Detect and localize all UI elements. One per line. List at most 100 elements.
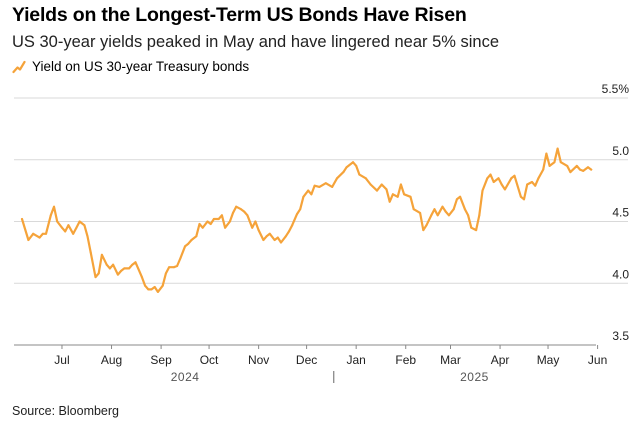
data-point bbox=[49, 214, 52, 217]
data-point bbox=[503, 188, 506, 191]
source-note: Source: Bloomberg bbox=[12, 404, 120, 418]
data-point bbox=[463, 208, 466, 211]
data-point bbox=[486, 177, 489, 180]
y-tick-label: 4.0 bbox=[612, 267, 629, 281]
data-point bbox=[542, 168, 545, 171]
data-point bbox=[531, 181, 533, 183]
data-point bbox=[526, 183, 529, 186]
data-point bbox=[510, 177, 513, 180]
data-point bbox=[235, 205, 238, 208]
data-point bbox=[184, 245, 187, 248]
data-point bbox=[459, 195, 462, 198]
data-point bbox=[217, 218, 220, 220]
data-point bbox=[470, 226, 473, 229]
data-point bbox=[38, 236, 41, 239]
x-tick-label: Apr bbox=[491, 353, 510, 367]
data-point bbox=[156, 290, 159, 293]
data-point bbox=[452, 208, 455, 211]
data-point bbox=[345, 166, 348, 169]
data-point bbox=[144, 284, 147, 287]
data-point bbox=[559, 161, 562, 164]
data-point bbox=[72, 232, 75, 235]
data-point bbox=[575, 164, 578, 167]
data-point bbox=[425, 224, 428, 227]
data-point bbox=[489, 173, 492, 176]
data-point bbox=[467, 214, 470, 217]
data-point bbox=[257, 229, 260, 232]
data-point bbox=[116, 273, 119, 276]
data-point bbox=[27, 239, 30, 241]
data-point bbox=[478, 214, 481, 217]
data-point bbox=[412, 208, 415, 211]
data-point bbox=[201, 226, 204, 229]
data-point bbox=[220, 214, 223, 217]
x-axis: Jul Aug Sep Oct Nov Dec Jan Feb Mar Apr May Jun 2024… bbox=[14, 344, 607, 384]
data-point bbox=[131, 263, 134, 266]
data-point bbox=[161, 284, 164, 287]
data-point bbox=[313, 184, 316, 187]
data-point bbox=[566, 164, 569, 167]
data-point bbox=[195, 235, 198, 238]
data-point bbox=[288, 230, 290, 233]
data-point bbox=[492, 181, 495, 183]
data-point bbox=[342, 171, 345, 174]
x-tick-label: Nov bbox=[248, 353, 269, 367]
year-label: 2024 bbox=[171, 370, 200, 384]
data-point bbox=[164, 272, 167, 275]
data-point bbox=[399, 183, 402, 186]
data-point bbox=[403, 193, 406, 196]
data-point bbox=[475, 229, 478, 232]
data-point bbox=[140, 276, 143, 279]
data-point bbox=[355, 164, 358, 167]
data-point bbox=[176, 265, 179, 267]
data-point bbox=[206, 220, 209, 223]
data-point bbox=[246, 214, 249, 217]
data-point bbox=[284, 235, 287, 238]
data-point bbox=[436, 214, 439, 217]
data-point bbox=[280, 241, 282, 244]
data-point bbox=[385, 188, 388, 191]
data-point bbox=[302, 195, 305, 198]
data-point bbox=[251, 226, 254, 229]
data-point bbox=[545, 152, 548, 155]
data-point bbox=[112, 263, 115, 266]
data-point bbox=[128, 267, 131, 270]
data-point bbox=[240, 208, 242, 211]
x-tick-label: May bbox=[537, 353, 560, 367]
data-point bbox=[307, 189, 310, 192]
data-point bbox=[391, 193, 394, 196]
data-point bbox=[419, 211, 422, 214]
data-point bbox=[224, 226, 227, 229]
x-tick-label: Feb bbox=[395, 353, 416, 367]
data-point bbox=[331, 185, 334, 188]
data-point bbox=[105, 263, 108, 266]
data-point bbox=[447, 214, 450, 217]
data-point bbox=[422, 229, 425, 232]
data-point bbox=[198, 223, 201, 225]
data-point bbox=[243, 210, 246, 213]
data-point bbox=[228, 220, 231, 223]
data-point bbox=[296, 213, 298, 216]
y-tick-label: 5.0 bbox=[612, 144, 629, 158]
data-point bbox=[268, 232, 271, 235]
x-tick-label: Oct bbox=[200, 353, 219, 367]
data-point bbox=[86, 235, 89, 238]
data-point bbox=[150, 288, 153, 291]
data-point bbox=[108, 267, 111, 270]
data-point bbox=[45, 232, 47, 235]
data-point bbox=[273, 239, 276, 241]
data-point bbox=[388, 200, 391, 203]
data-point bbox=[519, 195, 522, 198]
data-point bbox=[100, 253, 103, 256]
chart-legend: Yield on US 30-year Treasury bonds bbox=[12, 59, 249, 74]
data-point bbox=[254, 220, 257, 223]
data-point bbox=[310, 193, 313, 196]
data-point bbox=[61, 226, 63, 229]
data-point bbox=[396, 195, 399, 198]
x-tick-label: Jun bbox=[588, 353, 607, 367]
data-point bbox=[299, 208, 302, 211]
legend-label: Yield on US 30-year Treasury bonds bbox=[32, 59, 250, 74]
data-point bbox=[67, 224, 70, 227]
data-point bbox=[358, 173, 361, 176]
